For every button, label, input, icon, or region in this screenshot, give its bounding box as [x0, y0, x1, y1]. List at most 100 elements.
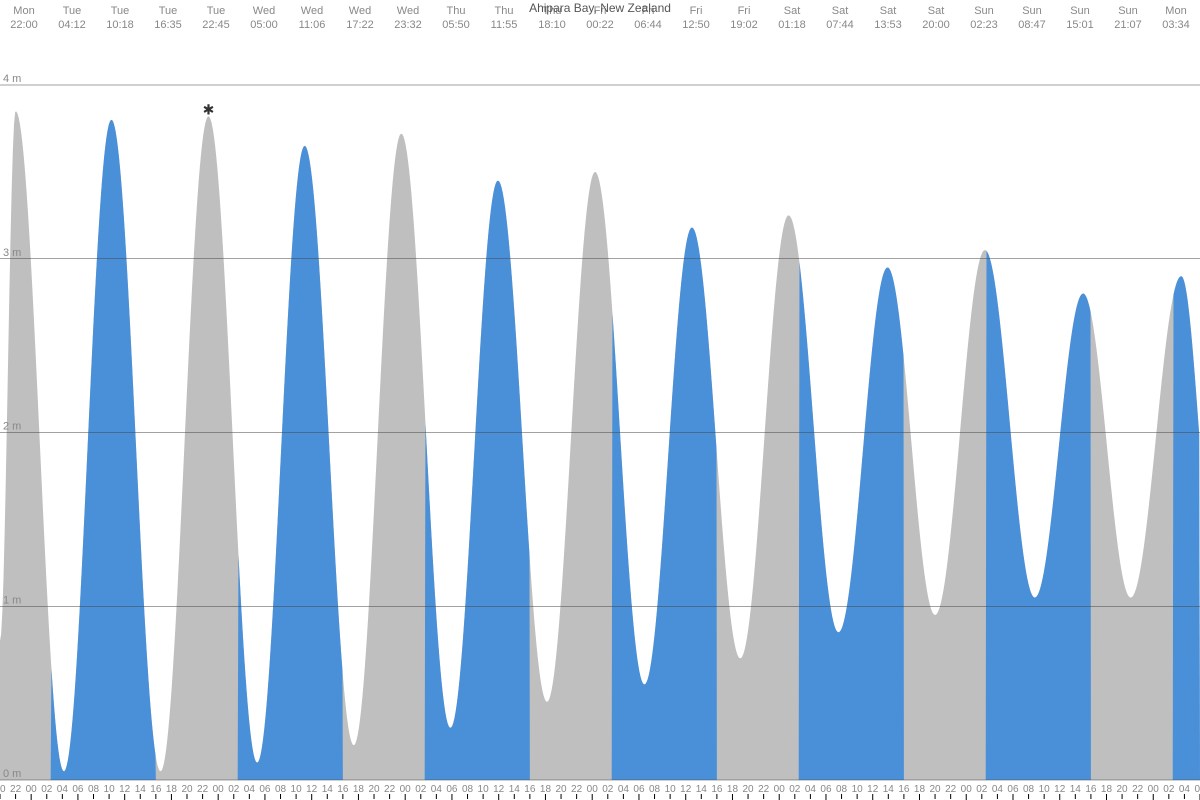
top-label-time: 17:22 — [346, 19, 374, 31]
y-axis-label: 1 m — [3, 594, 21, 606]
x-axis-label: 18 — [727, 784, 739, 795]
top-label-time: 22:45 — [202, 19, 230, 31]
x-axis-label: 12 — [680, 784, 692, 795]
top-label-time: 21:07 — [1114, 19, 1142, 31]
x-axis-label: 16 — [524, 784, 536, 795]
y-axis-label: 0 m — [3, 768, 21, 780]
x-axis-label: 08 — [462, 784, 474, 795]
x-axis-label: 22 — [384, 784, 396, 795]
x-axis-label: 00 — [961, 784, 973, 795]
x-axis-label: 20 — [0, 784, 6, 795]
x-axis-label: 04 — [992, 784, 1004, 795]
x-axis-label: 18 — [540, 784, 552, 795]
tide-chart: 0 m1 m2 m3 m4 mMon22:00Tue04:12Tue10:18T… — [0, 0, 1200, 800]
x-axis-label: 08 — [1023, 784, 1035, 795]
top-label-day: Tue — [159, 5, 178, 17]
x-axis-label: 10 — [1039, 784, 1051, 795]
top-label-day: Sun — [974, 5, 994, 17]
x-axis-label: 16 — [150, 784, 162, 795]
x-axis-label: 02 — [602, 784, 614, 795]
x-axis-label: 18 — [353, 784, 365, 795]
x-axis-label: 00 — [213, 784, 225, 795]
x-axis-label: 12 — [1054, 784, 1066, 795]
x-axis-label: 10 — [291, 784, 303, 795]
top-label-day: Tue — [63, 5, 82, 17]
x-axis-label: 14 — [883, 784, 895, 795]
top-label-time: 16:35 — [154, 19, 182, 31]
top-label-time: 11:06 — [299, 19, 326, 31]
top-label-time: 20:00 — [922, 19, 950, 31]
x-axis-label: 14 — [696, 784, 708, 795]
top-label-time: 15:01 — [1066, 19, 1094, 31]
x-axis-label: 02 — [976, 784, 988, 795]
x-axis-label: 08 — [88, 784, 100, 795]
x-axis-label: 10 — [104, 784, 116, 795]
x-axis-label: 16 — [1085, 784, 1097, 795]
x-axis-label: 02 — [415, 784, 427, 795]
top-label-day: Thu — [495, 5, 514, 17]
top-label-day: Wed — [397, 5, 419, 17]
x-axis-label: 02 — [228, 784, 240, 795]
top-label-day: Thu — [447, 5, 466, 17]
top-label-day: Sun — [1118, 5, 1138, 17]
x-axis-label: 00 — [26, 784, 38, 795]
x-axis-label: 06 — [633, 784, 645, 795]
top-label-time: 18:10 — [538, 19, 566, 31]
x-axis-label: 04 — [244, 784, 256, 795]
x-axis-label: 22 — [1132, 784, 1144, 795]
x-axis-label: 02 — [41, 784, 53, 795]
x-axis-label: 06 — [446, 784, 458, 795]
x-axis-label: 12 — [306, 784, 318, 795]
top-label-time: 11:55 — [491, 19, 518, 31]
x-axis-label: 06 — [820, 784, 832, 795]
x-axis-label: 22 — [571, 784, 583, 795]
top-label-day: Wed — [253, 5, 275, 17]
x-axis-label: 22 — [10, 784, 22, 795]
x-axis-label: 00 — [774, 784, 786, 795]
x-axis-label: 12 — [867, 784, 879, 795]
x-axis-label: 22 — [758, 784, 770, 795]
top-label-day: Sat — [880, 5, 897, 17]
x-axis-label: 00 — [1148, 784, 1160, 795]
top-label-time: 05:50 — [442, 19, 470, 31]
x-axis-label: 22 — [945, 784, 957, 795]
x-axis-label: 10 — [852, 784, 864, 795]
top-label-day: Mon — [1165, 5, 1186, 17]
top-label-day: Sun — [1070, 5, 1090, 17]
top-label-day: Wed — [349, 5, 371, 17]
x-axis-label: 14 — [1070, 784, 1082, 795]
tide-area-day — [238, 146, 343, 780]
x-axis-label: 00 — [400, 784, 412, 795]
top-label-time: 07:44 — [826, 19, 854, 31]
x-axis-label: 16 — [711, 784, 723, 795]
top-label-day: Tue — [111, 5, 130, 17]
top-label-time: 10:18 — [106, 19, 134, 31]
x-axis-label: 06 — [1007, 784, 1019, 795]
x-axis-label: 14 — [135, 784, 147, 795]
top-label-day: Sun — [1022, 5, 1042, 17]
x-axis-label: 08 — [836, 784, 848, 795]
top-label-time: 23:32 — [394, 19, 422, 31]
top-label-day: Mon — [13, 5, 34, 17]
x-axis-label: 14 — [509, 784, 521, 795]
x-axis-label: 18 — [166, 784, 178, 795]
top-label-time: 02:23 — [970, 19, 998, 31]
top-label-day: Wed — [301, 5, 323, 17]
x-axis-label: 12 — [119, 784, 131, 795]
y-axis-label: 4 m — [3, 73, 21, 85]
x-axis-label: 20 — [555, 784, 567, 795]
x-axis-label: 08 — [649, 784, 661, 795]
top-label-day: Sat — [928, 5, 945, 17]
x-axis-label: 06 — [1194, 784, 1200, 795]
x-axis-label: 04 — [57, 784, 69, 795]
tide-area-day — [986, 251, 1091, 780]
x-axis-label: 08 — [275, 784, 287, 795]
x-axis-label: 20 — [1117, 784, 1129, 795]
top-label-day: Tue — [207, 5, 226, 17]
x-axis-label: 20 — [368, 784, 380, 795]
tide-area-day — [425, 181, 530, 780]
top-label-day: Fri — [690, 5, 703, 17]
top-label-time: 12:50 — [682, 19, 710, 31]
x-axis-label: 04 — [805, 784, 817, 795]
x-axis-label: 16 — [898, 784, 910, 795]
